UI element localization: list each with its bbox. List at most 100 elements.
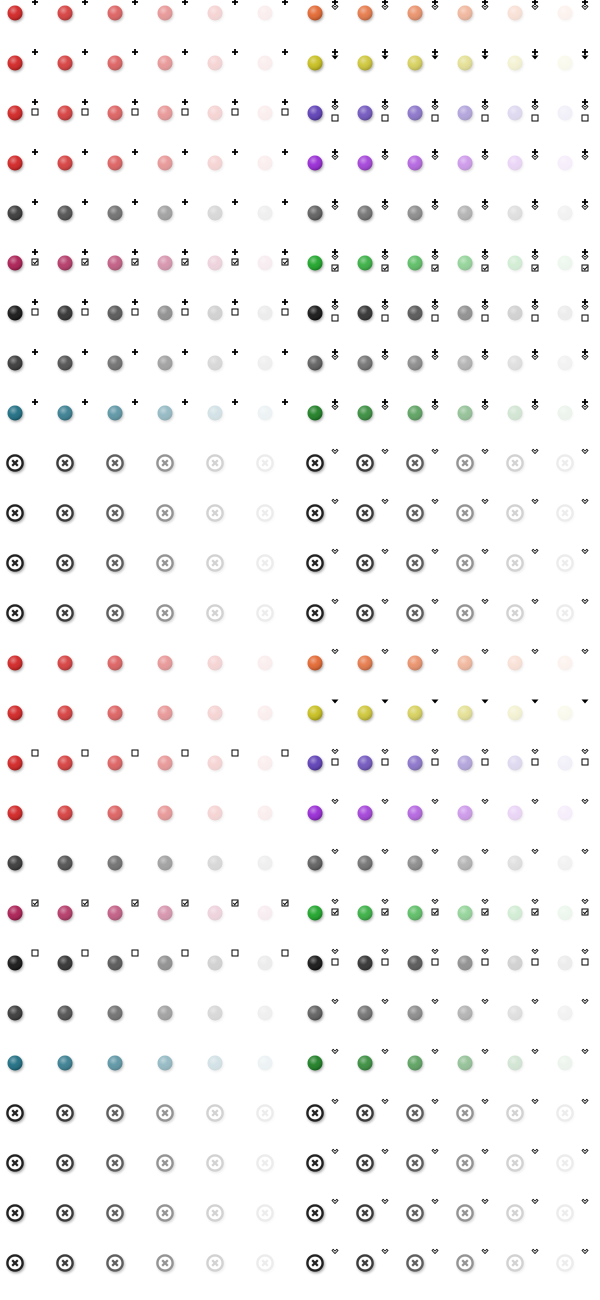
icon [107, 299, 139, 321]
check-mark [132, 260, 138, 265]
chevron-badge [481, 1048, 489, 1055]
chevron-badge [431, 448, 439, 455]
sphere-shine [157, 55, 173, 71]
icon [306, 1098, 339, 1122]
icon [507, 699, 539, 721]
icon [557, 748, 589, 771]
plus-badge [332, 349, 338, 355]
icon-body [507, 405, 523, 421]
icon-body [507, 305, 523, 321]
cancel-cross [311, 1109, 319, 1117]
icon [7, 99, 39, 121]
chevron-badge [331, 498, 339, 505]
icon-body [306, 1154, 324, 1172]
icon-body [207, 655, 223, 671]
cancel-cross [311, 609, 319, 617]
icon [306, 1248, 339, 1272]
icon [257, 249, 289, 271]
icon-body [256, 1204, 274, 1222]
chevron-badge [431, 798, 439, 805]
chevron-badge [581, 1198, 589, 1205]
icon-body [507, 955, 523, 971]
icon [406, 1248, 439, 1272]
chevron-badge [481, 154, 489, 161]
sphere-shine [107, 1055, 123, 1071]
icon-body [357, 355, 373, 371]
icon-body [557, 355, 573, 371]
sphere-shine [307, 1055, 323, 1071]
icon [257, 655, 273, 671]
icon-body [157, 1005, 173, 1021]
icon [206, 504, 224, 522]
sphere-shine [157, 905, 173, 921]
chevron-badge [381, 748, 389, 755]
arrow-badge [581, 55, 589, 60]
icon-body [457, 305, 473, 321]
icon-body [557, 655, 573, 671]
icon-body [557, 405, 573, 421]
cancel-ring [456, 454, 474, 472]
square-badge [381, 758, 389, 766]
check-mark [532, 910, 538, 915]
square-badge [131, 308, 139, 316]
sphere-shine [407, 55, 423, 71]
icon-body [6, 1104, 24, 1122]
square-badge [31, 308, 39, 316]
icon [407, 99, 439, 122]
icon-body [357, 1005, 373, 1021]
icon-body [156, 604, 174, 622]
cancel-cross [411, 1159, 419, 1167]
icon-body [56, 1104, 74, 1122]
icon-body [257, 955, 273, 971]
sphere-shine [257, 105, 273, 121]
icon-body [256, 604, 274, 622]
cancel-ring [506, 504, 524, 522]
chevron-badge [331, 104, 339, 111]
icon-body [156, 1204, 174, 1222]
plus-badge [382, 249, 388, 255]
sphere-shine [357, 405, 373, 421]
icon [107, 805, 123, 821]
chevron-badge [481, 1248, 489, 1255]
icon [207, 149, 238, 171]
plus-badge [182, 349, 188, 355]
icon [507, 948, 539, 971]
arrow-badge [331, 699, 339, 704]
plus-badge [132, 0, 138, 5]
icon [257, 855, 273, 871]
sphere-shine [307, 805, 323, 821]
sphere-shine [507, 305, 523, 321]
sphere-shine [507, 805, 523, 821]
plus-badge [582, 49, 588, 55]
chevron-badge [331, 154, 339, 161]
icon [507, 299, 539, 322]
checkbox-badge [181, 258, 189, 266]
icon-body [256, 554, 274, 572]
cancel-cross [11, 459, 19, 467]
icon [207, 399, 238, 421]
chevron-badge [581, 848, 589, 855]
cancel-cross [211, 509, 219, 517]
cancel-ring [456, 604, 474, 622]
sphere-shine [257, 1055, 273, 1071]
cancel-ring [456, 1204, 474, 1222]
square-badge [281, 749, 289, 757]
check-mark [182, 901, 188, 906]
icon-body [507, 1055, 523, 1071]
icon-body [307, 905, 323, 921]
cancel-cross [461, 1209, 469, 1217]
icon [557, 349, 589, 371]
icon [407, 948, 439, 971]
sphere-shine [507, 1005, 523, 1021]
icon-body [156, 454, 174, 472]
icon-body [306, 604, 324, 622]
sphere-shine [357, 55, 373, 71]
icon-body [107, 355, 123, 371]
icon-body [456, 554, 474, 572]
plus-badge [82, 399, 88, 405]
icon-body [257, 1005, 273, 1021]
check-mark [582, 266, 588, 271]
checkbox-badge [531, 908, 539, 916]
icon [557, 898, 589, 921]
icon [506, 548, 539, 572]
